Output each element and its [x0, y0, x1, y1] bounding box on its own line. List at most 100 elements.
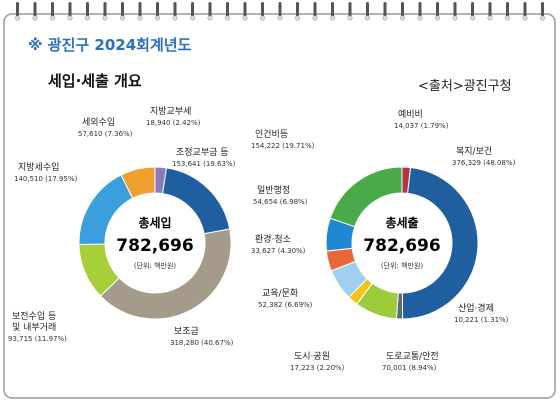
slice-label: 인건비등 [255, 130, 289, 140]
donut-hole [106, 194, 204, 292]
slice-label: 도로교통/안전 [386, 352, 439, 362]
slice-value-label: 17,223 (2.20%) [290, 364, 345, 372]
ring [243, 2, 247, 18]
ring [16, 2, 19, 18]
ring-hole [260, 15, 265, 21]
slice-value-label: 140,510 (17.95%) [14, 175, 78, 183]
slice-value-label: 70,001 (8.94%) [382, 364, 437, 372]
ring-hole [32, 15, 38, 21]
ring-hole [207, 15, 213, 21]
ring [401, 2, 404, 18]
slice-label: 도시·공원 [294, 352, 330, 362]
ring [471, 2, 474, 18]
ring [33, 2, 37, 18]
ring-hole [452, 15, 458, 21]
ring [86, 2, 89, 18]
slice-value-label: 318,280 (40.67%) [170, 339, 234, 347]
ring [208, 2, 212, 18]
ring-hole [330, 15, 335, 21]
slice-label: 지방교부세 [150, 107, 192, 117]
ring [418, 2, 422, 18]
ring-hole [120, 15, 125, 21]
ring-hole [277, 15, 283, 21]
slice [120, 166, 156, 199]
donut-hole [353, 194, 451, 292]
ring-hole [347, 15, 353, 21]
ring-hole [435, 15, 440, 21]
ring-hole [225, 15, 230, 21]
title: ※ 광진구 2024회계년도 [28, 36, 192, 54]
slice [401, 166, 479, 320]
slice-label: 교육/문화 [262, 289, 299, 299]
slice-label: 지방세수입 [18, 163, 60, 173]
ring-hole [522, 15, 528, 21]
binder-rings [15, 2, 545, 21]
subtitle: 세입·세출 개요 [48, 72, 142, 90]
ring [453, 2, 457, 18]
ring [173, 2, 177, 18]
center-title: 총세출 [385, 215, 418, 230]
ring-hole [505, 15, 510, 21]
ring-hole [295, 15, 300, 21]
slice-label: 보조금 [174, 327, 199, 337]
slice-value-label: 93,715 (11.97%) [8, 335, 67, 343]
ring [541, 2, 544, 18]
slice [329, 166, 403, 228]
ring [51, 2, 54, 18]
ring [313, 2, 317, 18]
ring [296, 2, 299, 18]
ring [436, 2, 439, 18]
slice [99, 228, 232, 320]
slice-value-label: 10,221 (1.31%) [454, 316, 509, 324]
slice-label: 조정교부금 등 [176, 148, 229, 158]
ring-hole [470, 15, 475, 21]
slice-value-label: 33,627 (4.30%) [251, 247, 306, 255]
ring [523, 2, 527, 18]
ring-hole [242, 15, 248, 21]
slice-value-label: 154,222 (19.71%) [251, 142, 315, 150]
ring-hole [102, 15, 108, 21]
center-title: 총세입 [138, 215, 171, 230]
ring [278, 2, 282, 18]
slice-label: 보전수입 등 및 내부거래 [12, 312, 57, 333]
slice-value-label: 52,382 (6.69%) [258, 301, 313, 309]
slice-label: 세외수입 [82, 118, 116, 128]
ring [226, 2, 229, 18]
ring [121, 2, 124, 18]
ring-hole [312, 15, 318, 21]
slice-value-label: 57,610 (7.36%) [78, 130, 133, 138]
ring-hole [487, 15, 493, 21]
slice-value-label: 376,329 (48.08%) [452, 159, 516, 167]
ring [366, 2, 369, 18]
slice-label: 예비비 [398, 110, 423, 120]
slice-value-label: 14,037 (1.79%) [394, 122, 449, 130]
slice-label: 환경·청소 [255, 235, 291, 245]
center-total: 782,696 [363, 236, 440, 256]
ring-hole [365, 15, 370, 21]
ring-hole [155, 15, 160, 21]
ring [383, 2, 387, 18]
ring [506, 2, 509, 18]
ring-hole [172, 15, 178, 21]
slice-label: 일반행정 [257, 186, 291, 196]
center-unit: (단위: 백만원) [381, 261, 424, 270]
ring [348, 2, 352, 18]
slice-value-label: 153,641 (19.63%) [172, 160, 236, 168]
center-unit: (단위: 백만원) [134, 261, 177, 270]
ring-hole [400, 15, 405, 21]
ring-hole [190, 15, 195, 21]
slice-label: 산업·경제 [458, 304, 494, 314]
ring-hole [417, 15, 423, 21]
ring [331, 2, 334, 18]
ring-hole [137, 15, 143, 21]
ring-hole [540, 15, 545, 21]
ring-hole [50, 15, 55, 21]
slice-value-label: 54,654 (6.98%) [253, 198, 308, 206]
slice-value-label: 18,940 (2.42%) [146, 119, 201, 127]
ring [191, 2, 194, 18]
ring-hole [382, 15, 388, 21]
ring [156, 2, 159, 18]
ring [488, 2, 492, 18]
